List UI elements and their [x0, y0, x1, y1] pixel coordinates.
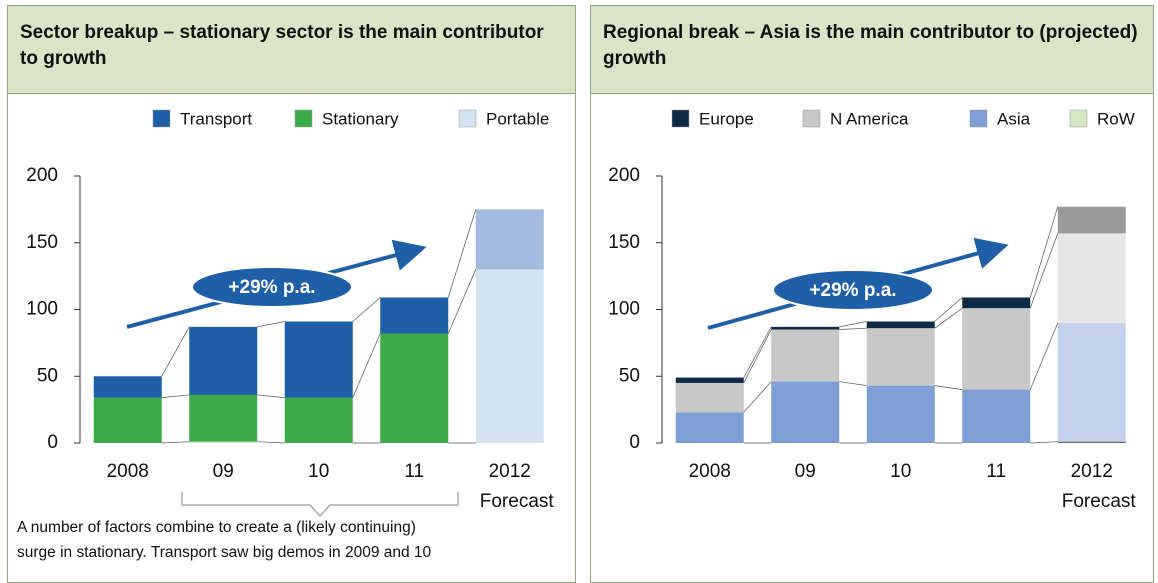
legend-label: Portable: [486, 109, 549, 128]
y-tick-label: 0: [629, 432, 640, 453]
forecast-label: Forecast: [480, 491, 555, 512]
connector: [1029, 206, 1059, 298]
y-tick-label: 50: [619, 365, 640, 386]
connector: [447, 269, 477, 334]
connector: [257, 394, 285, 398]
connector: [257, 441, 285, 444]
forecast-label: Forecast: [1062, 491, 1137, 512]
bar-segment: [1057, 233, 1126, 323]
legend-label: Transport: [180, 109, 252, 128]
bar-segment: [284, 397, 353, 443]
note: A number of factors combine to create a …: [17, 519, 416, 536]
bar-segment: [93, 397, 162, 443]
bar-segment: [189, 394, 258, 442]
x-tick-label: 11: [986, 461, 1006, 482]
x-tick-label: 2008: [107, 461, 149, 482]
annotation-bubble: [772, 269, 934, 311]
annotation-bubble: [191, 266, 353, 308]
connector: [934, 307, 963, 329]
connector: [839, 327, 867, 330]
bar-segment: [866, 385, 935, 443]
y-tick-label: 150: [608, 232, 640, 253]
legend-swatch: [671, 109, 690, 128]
panel-title: Sector breakup – stationary sector is th…: [8, 6, 575, 94]
connector: [352, 297, 381, 322]
bar-segment: [771, 329, 840, 382]
connector: [934, 297, 963, 322]
bar-segment: [962, 297, 1031, 309]
legend-label: RoW: [1097, 109, 1135, 128]
bar-segment: [475, 269, 544, 443]
panel-title: Regional break – Asia is the main contri…: [591, 6, 1153, 94]
bracket: [181, 492, 459, 517]
legend-label: Stationary: [322, 109, 399, 128]
connector: [743, 326, 772, 378]
legend-swatch: [152, 109, 171, 128]
panel: Regional break – Asia is the main contri…: [590, 5, 1154, 583]
panel: Sector breakup – stationary sector is th…: [7, 5, 576, 583]
bar-segment: [866, 328, 935, 386]
annotation: +29% p.a.: [809, 280, 896, 301]
connector: [934, 385, 963, 390]
bar-segment: [771, 381, 840, 443]
bar-segment: [380, 297, 449, 334]
connector: [1029, 233, 1059, 309]
legend-label: N America: [830, 109, 909, 128]
y-tick-label: 200: [608, 165, 640, 186]
legend-swatch: [1069, 109, 1088, 128]
y-tick-label: 100: [608, 299, 640, 320]
x-tick-label: 10: [308, 461, 329, 482]
connector: [743, 381, 772, 413]
y-tick-label: 150: [26, 232, 58, 253]
legend-swatch: [458, 109, 477, 128]
x-tick-label: 09: [795, 461, 816, 482]
connector: [1030, 441, 1058, 444]
connector: [257, 321, 285, 328]
bar-segment: [475, 209, 544, 270]
bar-segment: [189, 441, 258, 443]
note: surge in stationary. Transport saw big d…: [17, 544, 432, 561]
bar-segment: [1057, 206, 1126, 234]
connector: [161, 441, 190, 444]
bar-segment: [1057, 441, 1126, 443]
y-tick-label: 0: [47, 432, 58, 453]
x-tick-label: 2008: [689, 461, 731, 482]
bar-segment: [962, 389, 1031, 443]
legend-swatch: [294, 109, 313, 128]
legend-label: Europe: [699, 109, 754, 128]
bar-segment: [962, 308, 1031, 390]
x-tick-label: 10: [890, 461, 911, 482]
x-tick-label: 09: [213, 461, 234, 482]
bar-segment: [675, 412, 744, 443]
legend-swatch: [969, 109, 988, 128]
connector: [1029, 322, 1059, 390]
y-tick-label: 200: [26, 165, 58, 186]
bar-segment: [771, 326, 840, 330]
connector: [447, 209, 477, 298]
bar-segment: [380, 333, 449, 443]
connector: [161, 394, 190, 398]
x-tick-label: 11: [404, 461, 424, 482]
bar-segment: [284, 321, 353, 398]
legend-swatch: [802, 109, 821, 128]
connector: [161, 326, 190, 377]
connector: [839, 381, 867, 386]
annotation: +29% p.a.: [228, 277, 315, 298]
bar-segment: [1057, 322, 1126, 442]
legend-label: Asia: [997, 109, 1031, 128]
connector: [839, 321, 867, 328]
y-tick-label: 50: [37, 365, 58, 386]
bar-segment: [93, 376, 162, 398]
bar-segment: [675, 377, 744, 383]
bar-segment: [675, 382, 744, 413]
x-tick-label: 2012: [1071, 461, 1113, 482]
connector: [352, 333, 381, 398]
bar-segment: [866, 321, 935, 329]
bar-segment: [189, 326, 258, 395]
y-tick-label: 100: [26, 299, 58, 320]
x-tick-label: 2012: [489, 461, 531, 482]
connector: [743, 329, 772, 384]
